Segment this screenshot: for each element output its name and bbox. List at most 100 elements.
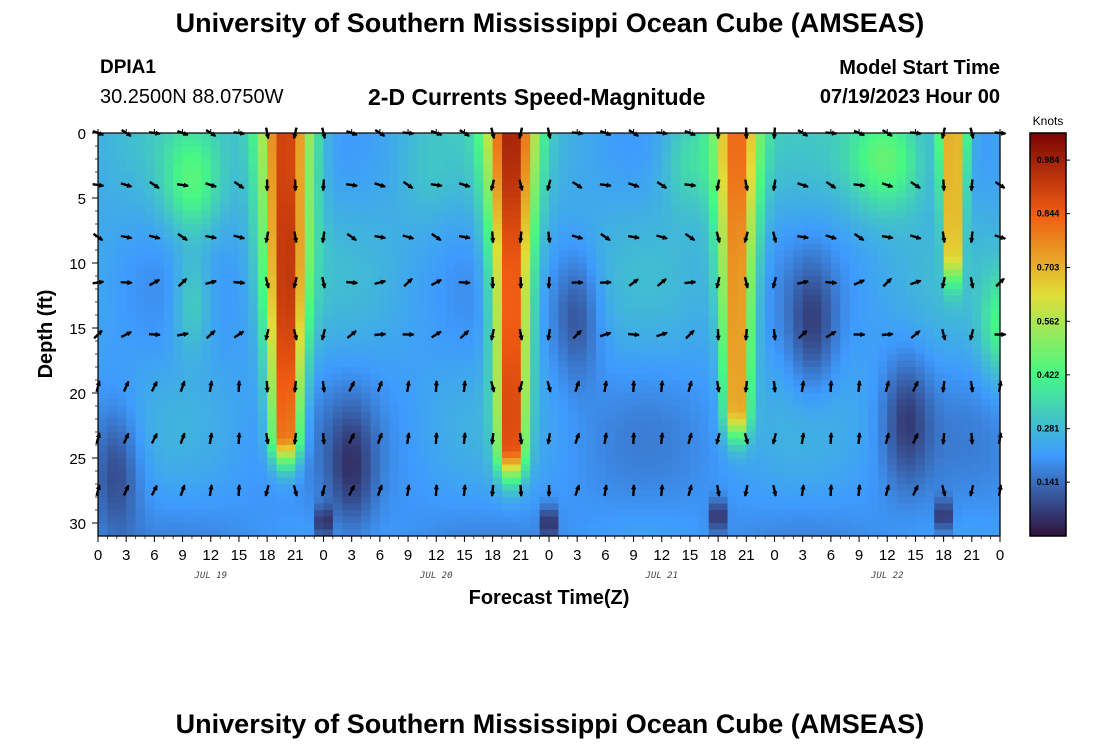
heatmap-cell: [389, 419, 400, 427]
heatmap-cell: [821, 191, 832, 199]
heatmap-cell: [323, 432, 334, 440]
heatmap-cell: [765, 510, 776, 518]
heatmap-cell: [267, 438, 278, 446]
heatmap-cell: [793, 484, 804, 492]
heatmap-cell: [783, 224, 794, 232]
heatmap-cell: [116, 295, 127, 303]
heatmap-cell: [812, 373, 823, 381]
heatmap-cell: [502, 282, 513, 290]
heatmap-cell: [201, 334, 212, 342]
heatmap-cell: [126, 328, 137, 336]
heatmap-cell: [821, 152, 832, 160]
heatmap-cell: [248, 243, 259, 251]
heatmap-cell: [492, 399, 503, 407]
heatmap-cell: [473, 334, 484, 342]
heatmap-cell: [840, 308, 851, 316]
heatmap-cell: [464, 328, 475, 336]
heatmap-cell: [736, 484, 747, 492]
heatmap-cell: [417, 510, 428, 518]
heatmap-cell: [229, 367, 240, 375]
heatmap-cell: [520, 419, 531, 427]
heatmap-cell: [755, 386, 766, 394]
heatmap-cell: [840, 341, 851, 349]
heatmap-cell: [304, 289, 315, 297]
heatmap-cell: [417, 172, 428, 180]
heatmap-cell: [840, 315, 851, 323]
heatmap-cell: [642, 341, 653, 349]
heatmap-cell: [210, 146, 221, 154]
heatmap-cell: [530, 367, 541, 375]
heatmap-cell: [642, 269, 653, 277]
heatmap-cell: [802, 328, 813, 336]
heatmap-cell: [558, 510, 569, 518]
heatmap-cell: [502, 373, 513, 381]
heatmap-cell: [671, 308, 682, 316]
heatmap-cell: [229, 347, 240, 355]
heatmap-cell: [267, 354, 278, 362]
heatmap-cell: [285, 367, 296, 375]
heatmap-cell: [173, 445, 184, 453]
heatmap-cell: [605, 165, 616, 173]
heatmap-cell: [567, 217, 578, 225]
heatmap-cell: [642, 373, 653, 381]
heatmap-cell: [473, 178, 484, 186]
heatmap-cell: [173, 393, 184, 401]
heatmap-cell: [821, 458, 832, 466]
heatmap-cell: [577, 503, 588, 511]
heatmap-cell: [539, 289, 550, 297]
heatmap-cell: [812, 477, 823, 485]
heatmap-cell: [774, 211, 785, 219]
heatmap-cell: [398, 477, 409, 485]
heatmap-cell: [549, 497, 559, 505]
heatmap-cell: [408, 399, 419, 407]
heatmap-cell: [455, 451, 466, 459]
heatmap-cell: [661, 146, 672, 154]
heatmap-cell: [229, 152, 240, 160]
heatmap-cell: [126, 217, 137, 225]
heatmap-cell: [116, 464, 127, 472]
heatmap-cell: [605, 503, 616, 511]
heatmap-cell: [154, 250, 165, 258]
heatmap-cell: [736, 211, 747, 219]
heatmap-cell: [154, 503, 165, 511]
heatmap-cell: [154, 237, 165, 245]
heatmap-cell: [342, 523, 353, 531]
heatmap-cell: [370, 198, 381, 206]
heatmap-cell: [689, 308, 700, 316]
heatmap-cell: [708, 497, 719, 505]
heatmap-cell: [135, 146, 146, 154]
heatmap-cell: [342, 438, 353, 446]
heatmap-cell: [689, 341, 700, 349]
heatmap-cell: [220, 139, 231, 147]
heatmap-cell: [802, 211, 813, 219]
heatmap-cell: [379, 211, 390, 219]
heatmap-cell: [567, 445, 578, 453]
heatmap-cell: [182, 302, 193, 310]
heatmap-cell: [746, 282, 757, 290]
heatmap-cell: [417, 406, 428, 414]
heatmap-cell: [577, 139, 588, 147]
heatmap-cell: [595, 133, 606, 141]
heatmap-cell: [464, 315, 475, 323]
heatmap-cell: [802, 341, 813, 349]
heatmap-cell: [191, 386, 202, 394]
model-start-label: Model Start Time: [839, 57, 1000, 79]
heatmap-cell: [332, 250, 343, 258]
heatmap-cell: [765, 386, 776, 394]
heatmap-cell: [595, 146, 606, 154]
heatmap-cell: [342, 458, 353, 466]
heatmap-cell: [793, 263, 804, 271]
heatmap-cell: [191, 133, 202, 141]
heatmap-cell: [699, 295, 710, 303]
heatmap-cell: [238, 373, 249, 381]
heatmap-cell: [624, 432, 635, 440]
heatmap-cell: [332, 237, 343, 245]
heatmap-cell: [671, 289, 682, 297]
heatmap-cell: [492, 503, 503, 511]
heatmap-cell: [361, 464, 372, 472]
heatmap-cell: [605, 490, 616, 498]
heatmap-cell: [163, 237, 174, 245]
heatmap-cell: [633, 458, 644, 466]
heatmap-cell: [135, 295, 146, 303]
heatmap-cell: [426, 523, 437, 531]
